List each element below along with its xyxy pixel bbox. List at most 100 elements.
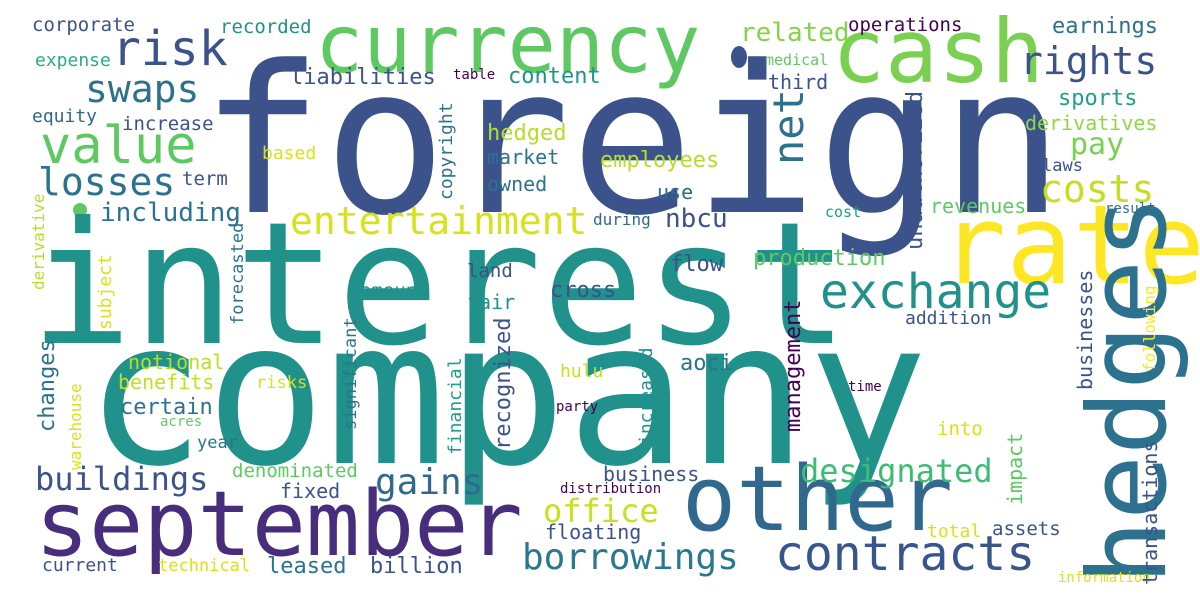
word-increased: increased — [636, 347, 657, 445]
word-sports: sports — [1058, 86, 1138, 111]
word-content: content — [508, 64, 601, 89]
word-subject: subject — [95, 254, 116, 330]
word-operations: operations — [848, 14, 963, 36]
word-liabilities: liabilities — [290, 65, 436, 90]
word-table: table — [453, 67, 496, 83]
word-rights: rights — [1020, 39, 1158, 83]
word-during: during — [593, 210, 651, 229]
word-other: other — [682, 447, 953, 552]
word-technical: technical — [158, 556, 251, 576]
word-hedged: hedged — [487, 121, 567, 146]
word-recognized: recognized — [491, 317, 516, 450]
word-information: information — [1058, 570, 1151, 586]
word-business: business — [603, 462, 700, 486]
word-management: management — [781, 299, 806, 432]
word-losses: losses — [38, 160, 176, 204]
word-addition: addition — [905, 308, 992, 329]
word-corporate: corporate — [32, 14, 135, 36]
word-costs: costs — [1040, 167, 1155, 211]
word-net: net — [764, 89, 813, 165]
word-fair: fair — [467, 290, 516, 314]
word-borrowings: borrowings — [522, 537, 739, 578]
word-employees: employees — [600, 148, 720, 173]
word-including: including — [100, 198, 241, 228]
word-into: into — [937, 418, 983, 440]
word-year: year — [197, 433, 238, 453]
word-earnings: earnings — [1052, 14, 1158, 39]
decorative-dot — [73, 203, 87, 217]
word-recorded: recorded — [220, 16, 312, 38]
word-cost: cost — [825, 203, 862, 221]
word-total: total — [927, 521, 982, 542]
word-party: party — [556, 399, 599, 415]
word-exchange: exchange — [820, 264, 1052, 320]
word-medical: medical — [765, 51, 829, 69]
word-nbcu: nbcu — [665, 204, 728, 234]
word-interest: interest — [30, 186, 849, 384]
word-risk: risk — [112, 21, 228, 77]
word-related: related — [740, 18, 850, 48]
word-expense: expense — [35, 50, 111, 71]
word-revenues: revenues — [930, 194, 1027, 218]
word-denominated: denominated — [232, 460, 358, 482]
word-fixed: fixed — [280, 479, 341, 503]
word-certain: certain — [120, 395, 213, 420]
word-cross: cross — [550, 278, 617, 303]
word-increase: increase — [122, 113, 214, 135]
word-gains: gains — [375, 462, 484, 503]
word-copyright: copyright — [436, 102, 457, 200]
word-equity: equity — [32, 106, 98, 127]
word-changes: changes — [35, 339, 60, 432]
word-rate: rate — [940, 181, 1200, 309]
word-notional: notional — [128, 350, 225, 374]
word-buildings: buildings — [35, 460, 209, 498]
word-swaps: swaps — [85, 67, 200, 111]
word-unauthorized: unauthorized — [903, 91, 928, 250]
word-owned: owned — [487, 172, 548, 196]
word-flow: flow — [670, 252, 723, 277]
word-use: use — [657, 180, 694, 204]
word-production: production — [753, 246, 886, 271]
word-designated: designated — [800, 452, 993, 490]
word-assets: assets — [992, 518, 1061, 540]
word-current: current — [42, 555, 118, 576]
word-september: september — [35, 472, 523, 577]
word-laws: laws — [1042, 156, 1083, 176]
word-benefits: benefits — [118, 370, 215, 394]
word-contracts: contracts — [775, 526, 1036, 582]
word-aoci: aoci — [680, 351, 733, 376]
word-amount: amount — [360, 280, 429, 302]
word-following: following — [1140, 285, 1159, 372]
word-cash: cash — [832, 0, 1044, 103]
word-distribution: distribution — [560, 481, 662, 497]
word-currency: currency — [315, 0, 701, 91]
word-pay: pay — [1070, 127, 1125, 162]
word-entertainment: entertainment — [290, 199, 588, 243]
word-significant: significant — [341, 317, 361, 430]
decorative-dot — [731, 46, 747, 68]
word-hulu: hulu — [560, 361, 604, 382]
word-acres: acres — [160, 414, 203, 430]
word-market: market — [487, 145, 560, 169]
word-based: based — [262, 143, 317, 164]
word-leased: leased — [267, 554, 347, 579]
word-financial: financial — [445, 357, 466, 455]
word-time: time — [848, 379, 882, 395]
word-company: company — [85, 278, 928, 511]
word-floating: floating — [545, 520, 642, 544]
word-businesses: businesses — [1073, 269, 1097, 390]
word-risks: risks — [256, 373, 308, 393]
word-foreign: foreign — [200, 23, 1064, 261]
word-forecasted: forecasted — [228, 222, 248, 325]
word-value: value — [40, 116, 197, 176]
word-billion: billion — [370, 554, 463, 579]
word-derivatives: derivatives — [1025, 111, 1158, 135]
word-term: term — [182, 168, 228, 190]
word-warehouse: warehouse — [66, 383, 85, 470]
word-impact: impact — [1003, 432, 1027, 505]
word-office: office — [543, 492, 659, 530]
word-derivative: derivative — [29, 193, 48, 290]
word-transactions: transactions — [1138, 440, 1162, 586]
word-land: land — [467, 260, 513, 282]
